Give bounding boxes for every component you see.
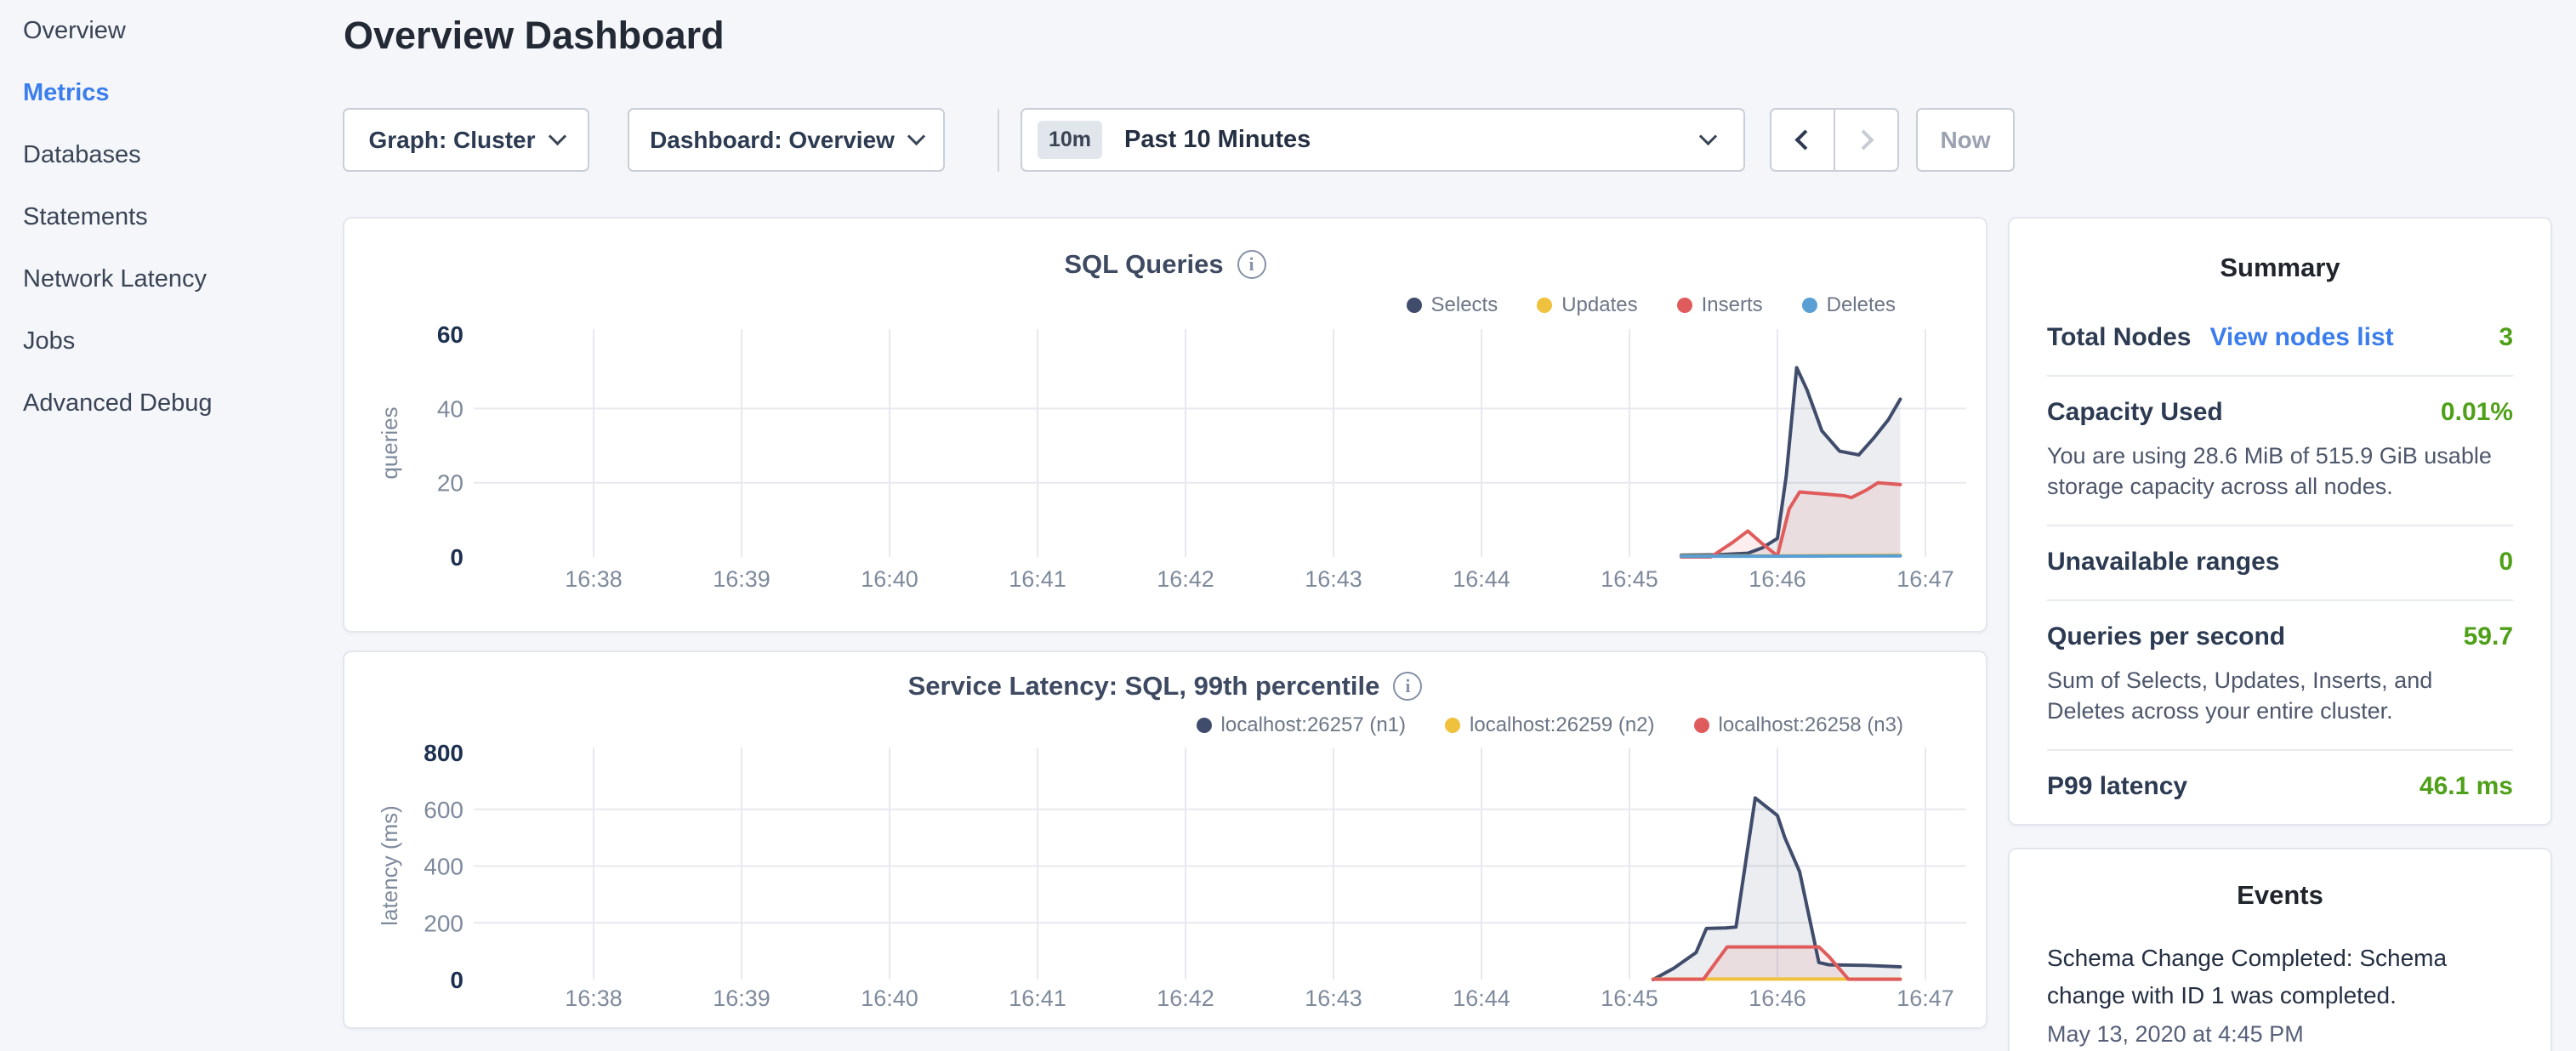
dashboard-dropdown[interactable]: Dashboard: Overview [628, 108, 945, 172]
time-range-label: Past 10 Minutes [1124, 126, 1702, 154]
summary-row: Queries per second 59.7 Sum of Selects, Up… [2047, 601, 2513, 751]
summary-row-value: 3 [2499, 323, 2513, 352]
summary-row-label: Queries per second [2047, 622, 2285, 651]
toolbar-divider [998, 109, 999, 172]
graph-dropdown[interactable]: Graph: Cluster [343, 108, 589, 172]
summary-row-value: 46.1 ms [2420, 772, 2513, 801]
svg-text:16:47: 16:47 [1896, 566, 1954, 592]
summary-row: Capacity Used 0.01% You are using 28.6 MiB… [2047, 377, 2513, 526]
events-title: Events [2010, 880, 2550, 911]
summary-title: Summary [2010, 253, 2550, 283]
svg-text:16:42: 16:42 [1157, 986, 1214, 1011]
svg-text:400: 400 [424, 854, 463, 880]
svg-text:16:43: 16:43 [1305, 986, 1362, 1011]
summary-row-label: Total Nodes [2047, 323, 2191, 352]
view-nodes-list-link[interactable]: View nodes list [2209, 323, 2393, 352]
chevron-down-icon [1699, 128, 1717, 145]
svg-text:20: 20 [437, 470, 463, 497]
svg-text:16:46: 16:46 [1749, 986, 1806, 1011]
page-title: Overview Dashboard [344, 14, 725, 58]
summary-row-label: Capacity Used [2047, 398, 2223, 427]
svg-text:16:39: 16:39 [713, 986, 771, 1011]
overview-dashboard-page: OverviewMetricsDatabasesStatementsNetwor… [0, 0, 2576, 1051]
summary-row-subtext: You are using 28.6 MiB of 515.9 GiB usab… [2047, 440, 2513, 502]
sidebar-item-databases[interactable]: Databases [0, 124, 340, 186]
svg-text:16:45: 16:45 [1601, 566, 1658, 592]
events-panel: Events Schema Change Completed: Schema c… [2008, 848, 2552, 1051]
svg-text:800: 800 [424, 740, 463, 766]
summary-row-value: 0 [2499, 548, 2513, 577]
svg-text:16:38: 16:38 [565, 566, 623, 592]
service-latency-chart: 0 200 400 600 800 latency (ms) 16:38 16:39 16:40… [344, 652, 1989, 1031]
sidebar-item-overview[interactable]: Overview [0, 0, 340, 62]
svg-text:16:45: 16:45 [1601, 986, 1658, 1011]
sidebar-item-statements[interactable]: Statements [0, 186, 340, 248]
sql-queries-chart: 0 20 40 60 queries 16:38 16:39 16:40 16:41 16:42 1… [344, 219, 1989, 634]
svg-text:16:40: 16:40 [861, 986, 918, 1011]
svg-text:16:39: 16:39 [713, 566, 771, 592]
chevron-down-icon [548, 128, 566, 145]
svg-text:queries: queries [377, 406, 402, 479]
summary-row-subtext: Sum of Selects, Updates, Inserts, and De… [2047, 665, 2513, 726]
sidebar-item-advanced-debug[interactable]: Advanced Debug [0, 372, 340, 435]
sidebar: OverviewMetricsDatabasesStatementsNetwor… [0, 0, 340, 1051]
svg-text:16:47: 16:47 [1896, 986, 1954, 1011]
summary-row-value: 0.01% [2441, 398, 2513, 427]
svg-text:0: 0 [450, 544, 463, 571]
svg-text:16:42: 16:42 [1157, 566, 1214, 592]
summary-row: Total Nodes View nodes list 3 [2047, 302, 2513, 377]
event-timestamp: May 13, 2020 at 4:45 PM [2047, 1021, 2513, 1048]
svg-text:16:43: 16:43 [1305, 566, 1362, 592]
svg-text:600: 600 [424, 797, 463, 823]
svg-text:16:40: 16:40 [861, 566, 918, 592]
summary-row: P99 latency 46.1 ms [2047, 751, 2513, 824]
summary-row: Unavailable ranges 0 [2047, 526, 2513, 601]
svg-text:200: 200 [424, 910, 463, 936]
summary-panel: Summary Total Nodes View nodes list 3 Capac… [2008, 217, 2552, 826]
events-list: Schema Change Completed: Schema change w… [2047, 940, 2513, 1048]
svg-text:60: 60 [437, 321, 463, 348]
svg-text:16:38: 16:38 [565, 986, 623, 1011]
summary-row-value: 59.7 [2464, 622, 2513, 651]
summary-row-label: Unavailable ranges [2047, 548, 2279, 577]
svg-text:0: 0 [450, 967, 463, 993]
sidebar-item-network-latency[interactable]: Network Latency [0, 248, 340, 310]
event-text: Schema Change Completed: Schema change w… [2047, 940, 2513, 1014]
time-range-dropdown[interactable]: 10m Past 10 Minutes [1021, 108, 1745, 172]
time-prev-button[interactable] [1770, 108, 1834, 172]
svg-text:16:46: 16:46 [1749, 566, 1806, 592]
time-step-buttons [1770, 108, 1899, 172]
svg-text:16:41: 16:41 [1009, 566, 1066, 592]
event-item[interactable]: Schema Change Completed: Schema change w… [2047, 940, 2513, 1048]
graph-dropdown-label: Graph: Cluster [368, 127, 535, 154]
dashboard-dropdown-label: Dashboard: Overview [650, 127, 895, 154]
svg-text:16:44: 16:44 [1453, 566, 1510, 592]
time-next-button[interactable] [1834, 108, 1899, 172]
now-button[interactable]: Now [1916, 108, 2015, 172]
svg-text:40: 40 [437, 395, 463, 422]
sql-queries-chart-card: SQL Queries i SelectsUpdatesInsertsDelet… [343, 217, 1987, 633]
svg-text:16:44: 16:44 [1453, 986, 1510, 1011]
summary-rows: Total Nodes View nodes list 3 Capacity Used… [2047, 302, 2513, 824]
svg-text:16:41: 16:41 [1009, 986, 1066, 1011]
chevron-left-icon [1794, 129, 1815, 150]
summary-row-label: P99 latency [2047, 772, 2187, 801]
sidebar-item-jobs[interactable]: Jobs [0, 310, 340, 372]
sidebar-item-metrics[interactable]: Metrics [0, 62, 340, 124]
svg-text:latency (ms): latency (ms) [377, 805, 402, 926]
chevron-down-icon [907, 128, 925, 145]
time-range-badge: 10m [1038, 121, 1102, 159]
service-latency-chart-card: Service Latency: SQL, 99th percentile i … [343, 650, 1987, 1029]
chevron-right-icon [1853, 129, 1874, 150]
